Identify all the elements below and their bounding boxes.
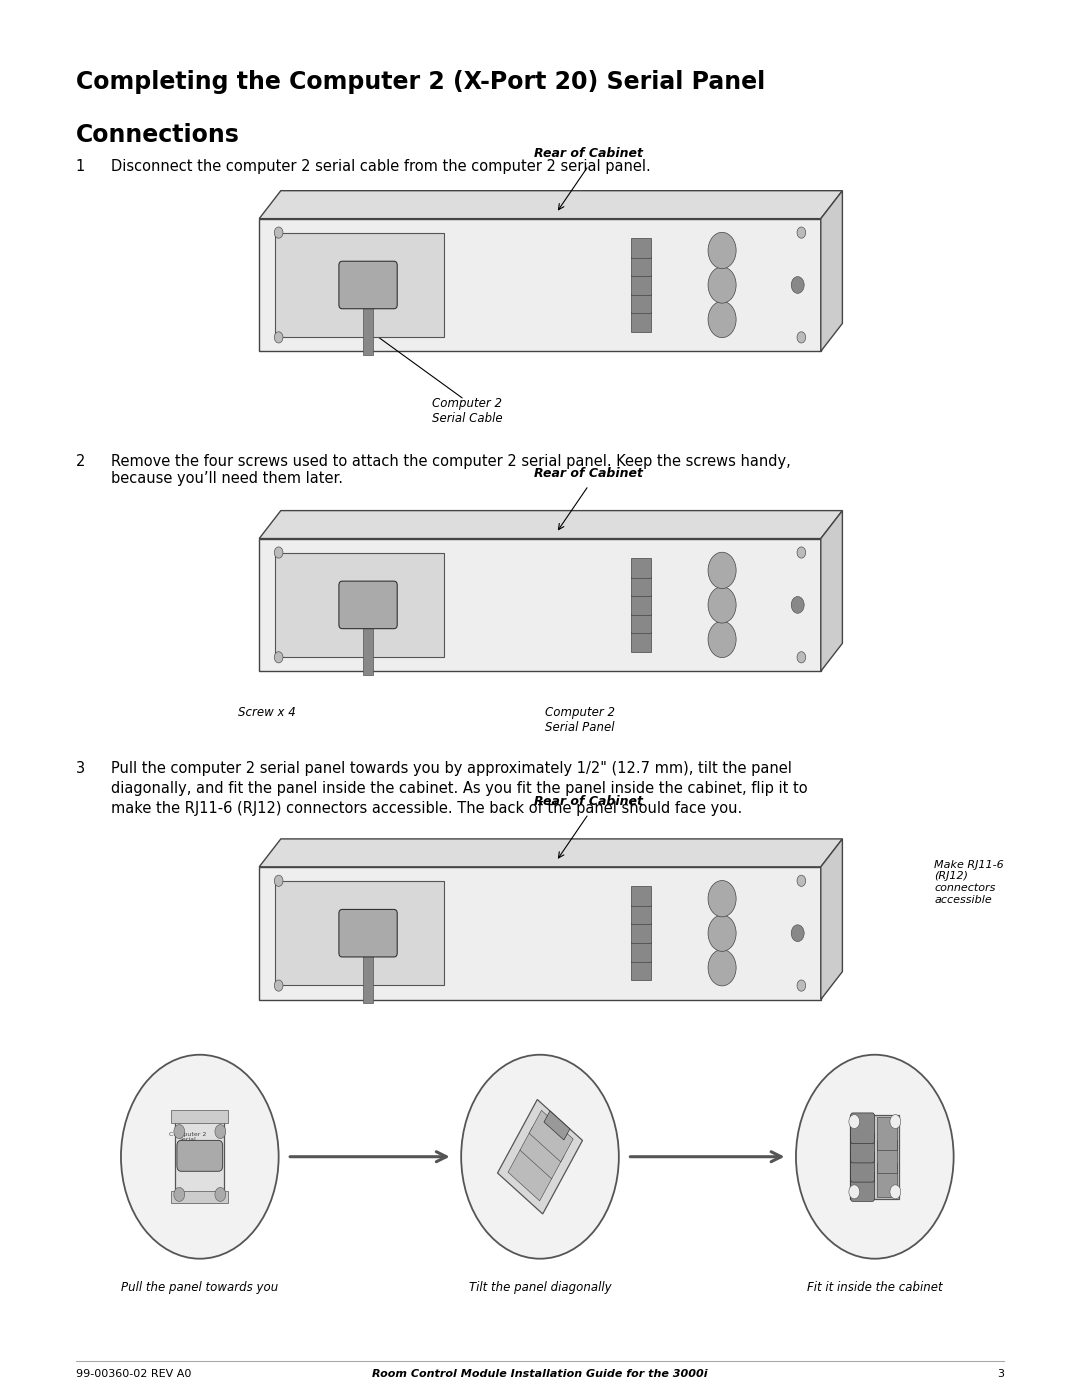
Polygon shape <box>275 882 444 985</box>
Text: Tilt the panel diagonally: Tilt the panel diagonally <box>469 1281 611 1294</box>
Polygon shape <box>632 313 651 332</box>
Text: Room Control Module Installation Guide for the 3000i: Room Control Module Installation Guide f… <box>373 1369 707 1379</box>
Circle shape <box>708 587 737 623</box>
Circle shape <box>708 622 737 658</box>
FancyBboxPatch shape <box>851 1113 875 1144</box>
Polygon shape <box>175 1112 225 1201</box>
Polygon shape <box>632 961 651 981</box>
Polygon shape <box>275 553 444 657</box>
Text: 99-00360-02 REV A0: 99-00360-02 REV A0 <box>76 1369 191 1379</box>
Circle shape <box>708 232 737 268</box>
Circle shape <box>215 1125 226 1139</box>
Polygon shape <box>632 613 651 633</box>
Circle shape <box>274 548 283 559</box>
Text: Connections: Connections <box>76 123 240 147</box>
Text: Computer 2
Serial: Computer 2 Serial <box>168 1132 206 1143</box>
Text: Rear of Cabinet: Rear of Cabinet <box>535 467 643 481</box>
Polygon shape <box>877 1116 896 1150</box>
Circle shape <box>174 1187 185 1201</box>
Text: Pull the computer 2 serial panel towards you by approximately 1/2" (12.7 mm), ti: Pull the computer 2 serial panel towards… <box>111 761 808 816</box>
Text: Disconnect the computer 2 serial cable from the computer 2 serial panel.: Disconnect the computer 2 serial cable f… <box>111 159 651 175</box>
Polygon shape <box>632 905 651 925</box>
Polygon shape <box>529 1111 573 1162</box>
Circle shape <box>274 875 283 887</box>
Polygon shape <box>632 557 651 577</box>
Polygon shape <box>850 1115 900 1199</box>
Circle shape <box>708 915 737 951</box>
Polygon shape <box>259 866 821 1000</box>
Text: 2: 2 <box>76 454 85 469</box>
Circle shape <box>174 1125 185 1139</box>
Circle shape <box>708 950 737 986</box>
Circle shape <box>849 1185 860 1199</box>
FancyBboxPatch shape <box>851 1171 875 1201</box>
Circle shape <box>890 1185 901 1199</box>
Text: Completing the Computer 2 (X-Port 20) Serial Panel: Completing the Computer 2 (X-Port 20) Se… <box>76 70 765 94</box>
FancyBboxPatch shape <box>172 1190 228 1203</box>
FancyBboxPatch shape <box>339 261 397 309</box>
Polygon shape <box>508 1150 552 1201</box>
FancyBboxPatch shape <box>851 1151 875 1182</box>
Polygon shape <box>259 218 821 351</box>
Text: Fit it inside the cabinet: Fit it inside the cabinet <box>807 1281 943 1294</box>
Circle shape <box>797 228 806 239</box>
Polygon shape <box>877 1140 896 1173</box>
Polygon shape <box>259 838 842 866</box>
Polygon shape <box>632 595 651 615</box>
Circle shape <box>708 552 737 588</box>
Circle shape <box>121 1055 279 1259</box>
Circle shape <box>274 651 283 664</box>
FancyBboxPatch shape <box>339 581 397 629</box>
Text: Screw x 4: Screw x 4 <box>238 707 295 719</box>
Polygon shape <box>632 257 651 277</box>
Text: 1: 1 <box>76 159 85 175</box>
Circle shape <box>849 1115 860 1129</box>
Circle shape <box>274 981 283 992</box>
Circle shape <box>792 597 805 613</box>
Circle shape <box>708 267 737 303</box>
Polygon shape <box>632 942 651 961</box>
Text: 3: 3 <box>76 761 84 777</box>
Text: Computer 2
Serial Cable: Computer 2 Serial Cable <box>432 397 502 425</box>
Polygon shape <box>632 923 651 943</box>
Circle shape <box>797 875 806 887</box>
Text: Make RJ11-6
(RJ12)
connectors
accessible: Make RJ11-6 (RJ12) connectors accessible <box>934 859 1004 905</box>
Polygon shape <box>632 293 651 313</box>
FancyBboxPatch shape <box>177 1140 222 1171</box>
Circle shape <box>797 651 806 664</box>
Circle shape <box>215 1187 226 1201</box>
Text: Rear of Cabinet: Rear of Cabinet <box>535 147 643 161</box>
Polygon shape <box>363 305 374 355</box>
Text: Pull the panel towards you: Pull the panel towards you <box>121 1281 279 1294</box>
Polygon shape <box>259 190 842 218</box>
Circle shape <box>274 228 283 239</box>
Polygon shape <box>363 624 374 675</box>
Text: Computer 2
Serial Panel: Computer 2 Serial Panel <box>545 707 616 735</box>
Circle shape <box>708 880 737 916</box>
Circle shape <box>792 277 805 293</box>
Polygon shape <box>544 1111 570 1140</box>
Polygon shape <box>821 838 842 1000</box>
Polygon shape <box>363 953 374 1003</box>
Circle shape <box>797 548 806 559</box>
Circle shape <box>461 1055 619 1259</box>
Circle shape <box>792 925 805 942</box>
Text: Remove the four screws used to attach the computer 2 serial panel. Keep the scre: Remove the four screws used to attach th… <box>111 454 791 486</box>
Polygon shape <box>632 633 651 652</box>
Text: 3: 3 <box>998 1369 1004 1379</box>
Circle shape <box>708 302 737 338</box>
Polygon shape <box>632 886 651 905</box>
Circle shape <box>797 331 806 342</box>
FancyBboxPatch shape <box>172 1111 228 1123</box>
Circle shape <box>274 331 283 342</box>
Circle shape <box>796 1055 954 1259</box>
Polygon shape <box>821 511 842 672</box>
Polygon shape <box>519 1127 564 1179</box>
Polygon shape <box>259 539 821 672</box>
Polygon shape <box>632 237 651 257</box>
Polygon shape <box>632 275 651 295</box>
Polygon shape <box>877 1164 896 1197</box>
Text: Rear of Cabinet: Rear of Cabinet <box>535 795 643 807</box>
Polygon shape <box>259 511 842 539</box>
FancyBboxPatch shape <box>851 1132 875 1162</box>
